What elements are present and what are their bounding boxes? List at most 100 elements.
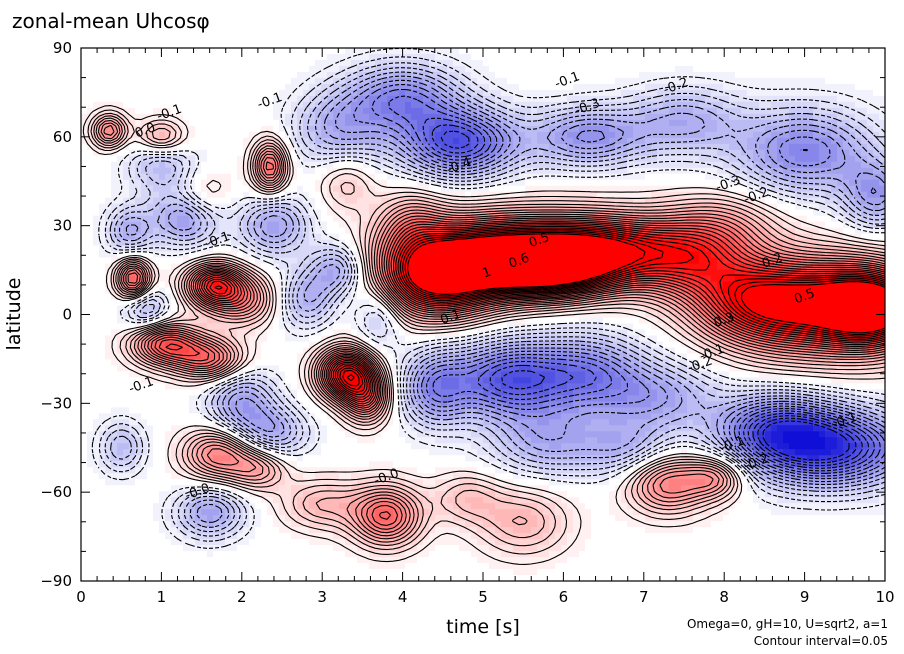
- heatmap-cell: [519, 143, 526, 151]
- heatmap-cell: [489, 239, 496, 247]
- heatmap-cell: [855, 107, 862, 115]
- heatmap-cell: [435, 251, 442, 259]
- heatmap-cell: [645, 245, 652, 253]
- heatmap-cell: [807, 77, 814, 85]
- heatmap-cell: [819, 53, 826, 61]
- heatmap-cell: [513, 77, 520, 85]
- heatmap-cell: [459, 173, 466, 181]
- heatmap-cell: [549, 137, 556, 145]
- heatmap-cell: [693, 89, 700, 97]
- heatmap-cell: [81, 65, 88, 73]
- heatmap-cell: [795, 125, 802, 133]
- heatmap-cell: [657, 101, 664, 109]
- heatmap-cell: [855, 59, 862, 67]
- heatmap-cell: [477, 101, 484, 109]
- heatmap-cell: [669, 137, 676, 145]
- heatmap-cell: [543, 131, 550, 139]
- heatmap-cell: [351, 215, 358, 223]
- heatmap-cell: [879, 203, 885, 211]
- heatmap-cell: [873, 173, 880, 181]
- heatmap-cell: [261, 65, 268, 73]
- heatmap-cell: [717, 263, 724, 271]
- heatmap-cell: [621, 263, 628, 271]
- heatmap-cell: [411, 167, 418, 175]
- heatmap-cell: [447, 215, 454, 223]
- heatmap-cell: [201, 215, 208, 223]
- heatmap-cell: [201, 179, 208, 187]
- heatmap-cell: [141, 167, 148, 175]
- heatmap-cell: [747, 263, 754, 271]
- heatmap-cell: [303, 245, 310, 253]
- heatmap-cell: [87, 233, 94, 241]
- heatmap-cell: [831, 48, 838, 55]
- heatmap-cell: [351, 251, 358, 259]
- heatmap-cell: [375, 53, 382, 61]
- heatmap-cell: [417, 53, 424, 61]
- heatmap-cell: [261, 71, 268, 79]
- heatmap-cell: [861, 59, 868, 67]
- heatmap-cell: [393, 65, 400, 73]
- heatmap-cell: [117, 48, 124, 55]
- heatmap-cell: [249, 48, 256, 55]
- heatmap-cell: [693, 173, 700, 181]
- heatmap-cell: [315, 71, 322, 79]
- heatmap-cell: [429, 161, 436, 169]
- heatmap-cell: [537, 53, 544, 61]
- heatmap-cell: [579, 53, 586, 61]
- heatmap-cell: [867, 131, 874, 139]
- heatmap-cell: [567, 83, 574, 91]
- heatmap-cell: [369, 131, 376, 139]
- heatmap-cell: [123, 161, 130, 169]
- heatmap-cell: [693, 53, 700, 61]
- heatmap-cell: [279, 269, 286, 277]
- heatmap-cell: [549, 125, 556, 133]
- heatmap-cell: [567, 95, 574, 103]
- heatmap-cell: [153, 77, 160, 85]
- heatmap-cell: [285, 83, 292, 91]
- heatmap-cell: [183, 107, 190, 115]
- heatmap-cell: [639, 161, 646, 169]
- heatmap-cell: [771, 101, 778, 109]
- heatmap-cell: [237, 191, 244, 199]
- heatmap-cell: [327, 71, 334, 79]
- heatmap-cell: [225, 137, 232, 145]
- heatmap-cell: [849, 119, 856, 127]
- heatmap-cell: [657, 191, 664, 199]
- heatmap-cell: [225, 59, 232, 67]
- heatmap-cell: [393, 95, 400, 103]
- heatmap-cell: [531, 53, 538, 61]
- heatmap-cell: [321, 53, 328, 61]
- heatmap-cell: [759, 167, 766, 175]
- heatmap-cell: [213, 65, 220, 73]
- heatmap-cell: [117, 257, 124, 265]
- heatmap-cell: [621, 131, 628, 139]
- heatmap-cell: [837, 245, 844, 253]
- heatmap-cell: [399, 149, 406, 157]
- heatmap-cell: [285, 107, 292, 115]
- heatmap-cell: [333, 83, 340, 91]
- heatmap-cell: [783, 221, 790, 229]
- heatmap-cell: [117, 161, 124, 169]
- heatmap-cell: [549, 48, 556, 55]
- heatmap-cell: [687, 179, 694, 187]
- heatmap-cell: [345, 185, 352, 193]
- heatmap-cell: [183, 167, 190, 175]
- heatmap-cell: [117, 251, 124, 259]
- heatmap-cell: [465, 179, 472, 187]
- heatmap-cell: [801, 173, 808, 181]
- heatmap-cell: [177, 155, 184, 163]
- heatmap-cell: [93, 257, 100, 265]
- heatmap-cell: [723, 245, 730, 253]
- heatmap-cell: [699, 173, 706, 181]
- heatmap-cell: [189, 83, 196, 91]
- heatmap-cell: [483, 239, 490, 247]
- heatmap-cell: [627, 155, 634, 163]
- heatmap-cell: [135, 155, 142, 163]
- heatmap-cell: [87, 101, 94, 109]
- heatmap-cell: [489, 263, 496, 271]
- heatmap-cell: [639, 107, 646, 115]
- heatmap-cell: [531, 131, 538, 139]
- heatmap-cell: [483, 245, 490, 253]
- heatmap-cell: [729, 191, 736, 199]
- heatmap-cell: [267, 149, 274, 157]
